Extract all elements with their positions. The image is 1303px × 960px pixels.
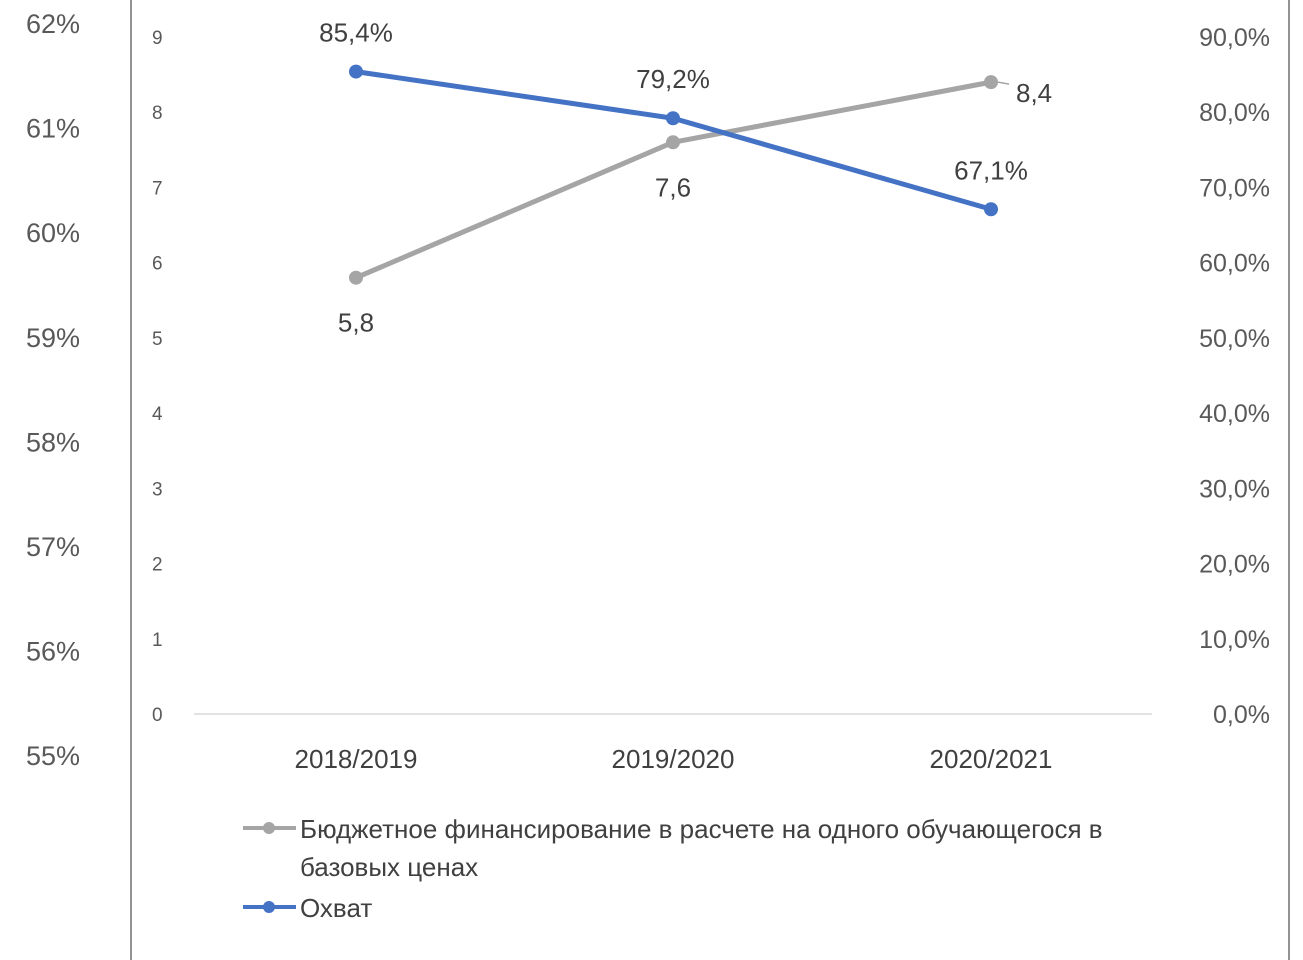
series-layer: 5,8 7,6 8,4 85,4% 79,2% 67,1% [319, 18, 1052, 338]
outer-axis-tick: 60% [26, 218, 80, 248]
right-axis-tick: 30,0% [1199, 475, 1270, 503]
data-label: 5,8 [338, 308, 374, 338]
data-point [349, 64, 363, 79]
data-point [984, 75, 998, 90]
right-axis-tick: 80,0% [1199, 99, 1270, 127]
x-axis-tick: 2020/2021 [930, 744, 1053, 774]
outer-axis-tick: 55% [26, 741, 80, 771]
data-point [666, 111, 680, 126]
legend-label-budget-line1: Бюджетное финансирование в расчете на од… [300, 814, 1103, 844]
legend: Бюджетное финансирование в расчете на од… [243, 814, 1103, 923]
legend-label-budget-line2: базовых ценах [300, 852, 478, 882]
right-axis-tick: 50,0% [1199, 325, 1270, 353]
x-axis-tick: 2018/2019 [295, 744, 418, 774]
left-axis-tick: 9 [152, 28, 163, 49]
data-point [984, 202, 998, 217]
legend-marker-dot-coverage [263, 901, 275, 913]
left-axis-tick: 8 [152, 103, 163, 124]
right-axis-tick: 10,0% [1199, 626, 1270, 654]
data-point [349, 270, 363, 285]
outer-axis-tick: 58% [26, 427, 80, 457]
outer-axis-tick: 56% [26, 637, 80, 667]
left-axis-tick: 6 [152, 254, 163, 275]
data-point [666, 135, 680, 150]
right-y-axis: 0,0% 10,0% 20,0% 30,0% 40,0% 50,0% 60,0% 70,0% 8… [1199, 24, 1270, 729]
right-axis-tick: 60,0% [1199, 250, 1270, 278]
left-axis-tick: 0 [152, 705, 163, 726]
right-axis-tick: 90,0% [1199, 24, 1270, 52]
data-label: 7,6 [655, 172, 691, 202]
left-axis-tick: 2 [152, 555, 163, 576]
data-label: 8,4 [1016, 78, 1052, 108]
left-axis-tick: 3 [152, 479, 163, 500]
outer-axis-tick: 57% [26, 532, 80, 562]
data-label: 79,2% [636, 64, 710, 94]
data-label: 67,1% [954, 155, 1028, 185]
legend-marker-dot-budget [263, 822, 275, 834]
plot-frame [130, 0, 1290, 960]
left-axis-tick: 5 [152, 329, 163, 350]
right-axis-tick: 0,0% [1213, 701, 1270, 729]
x-axis-tick: 2019/2020 [612, 744, 735, 774]
outer-axis-tick: 62% [26, 9, 80, 39]
outer-axis-tick: 61% [26, 114, 80, 144]
left-axis-tick: 1 [152, 630, 163, 651]
x-axis: 2018/2019 2019/2020 2020/2021 [295, 744, 1053, 774]
right-axis-tick: 70,0% [1199, 174, 1270, 202]
data-label-leader [997, 81, 1010, 85]
outer-axis-tick: 59% [26, 323, 80, 353]
outer-y-axis: 62% 61% 60% 59% 58% 57% 56% 55% [26, 9, 80, 771]
data-label: 85,4% [319, 18, 393, 48]
right-axis-tick: 20,0% [1199, 551, 1270, 579]
left-y-axis: 0 1 2 3 4 5 6 7 8 9 [152, 28, 163, 726]
legend-label-coverage: Охват [300, 893, 372, 923]
left-axis-tick: 4 [152, 404, 163, 425]
left-axis-tick: 7 [152, 178, 163, 199]
right-axis-tick: 40,0% [1199, 400, 1270, 428]
